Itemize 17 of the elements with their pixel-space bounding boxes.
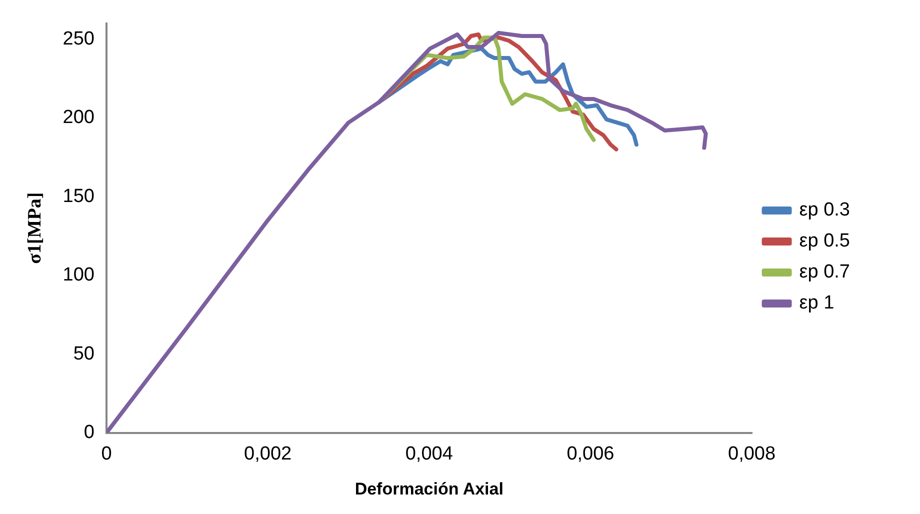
x-tick-label: 0 [101,443,112,464]
x-tick-label: 0,004 [405,443,454,464]
legend-label: εp 0.3 [799,200,850,221]
legend-label: εp 0.5 [799,230,850,252]
y-tick-label: 150 [62,186,94,207]
x-tick-label: 0,008 [728,443,776,464]
y-tick-label: 50 [73,343,94,364]
y-tick-label: 200 [62,107,94,128]
x-axis-title: Deformación Axial [354,479,504,498]
y-tick-label: 0 [84,422,94,444]
legend-label: εp 0.7 [799,262,850,283]
x-tick-label: 0,006 [566,443,614,464]
y-axis-title: σ1[MPa] [24,192,46,264]
y-tick-label: 250 [62,28,94,50]
legend-label: εp 1 [799,292,834,314]
x-tick-label: 0,002 [244,443,292,464]
y-tick-label: 100 [62,264,94,286]
